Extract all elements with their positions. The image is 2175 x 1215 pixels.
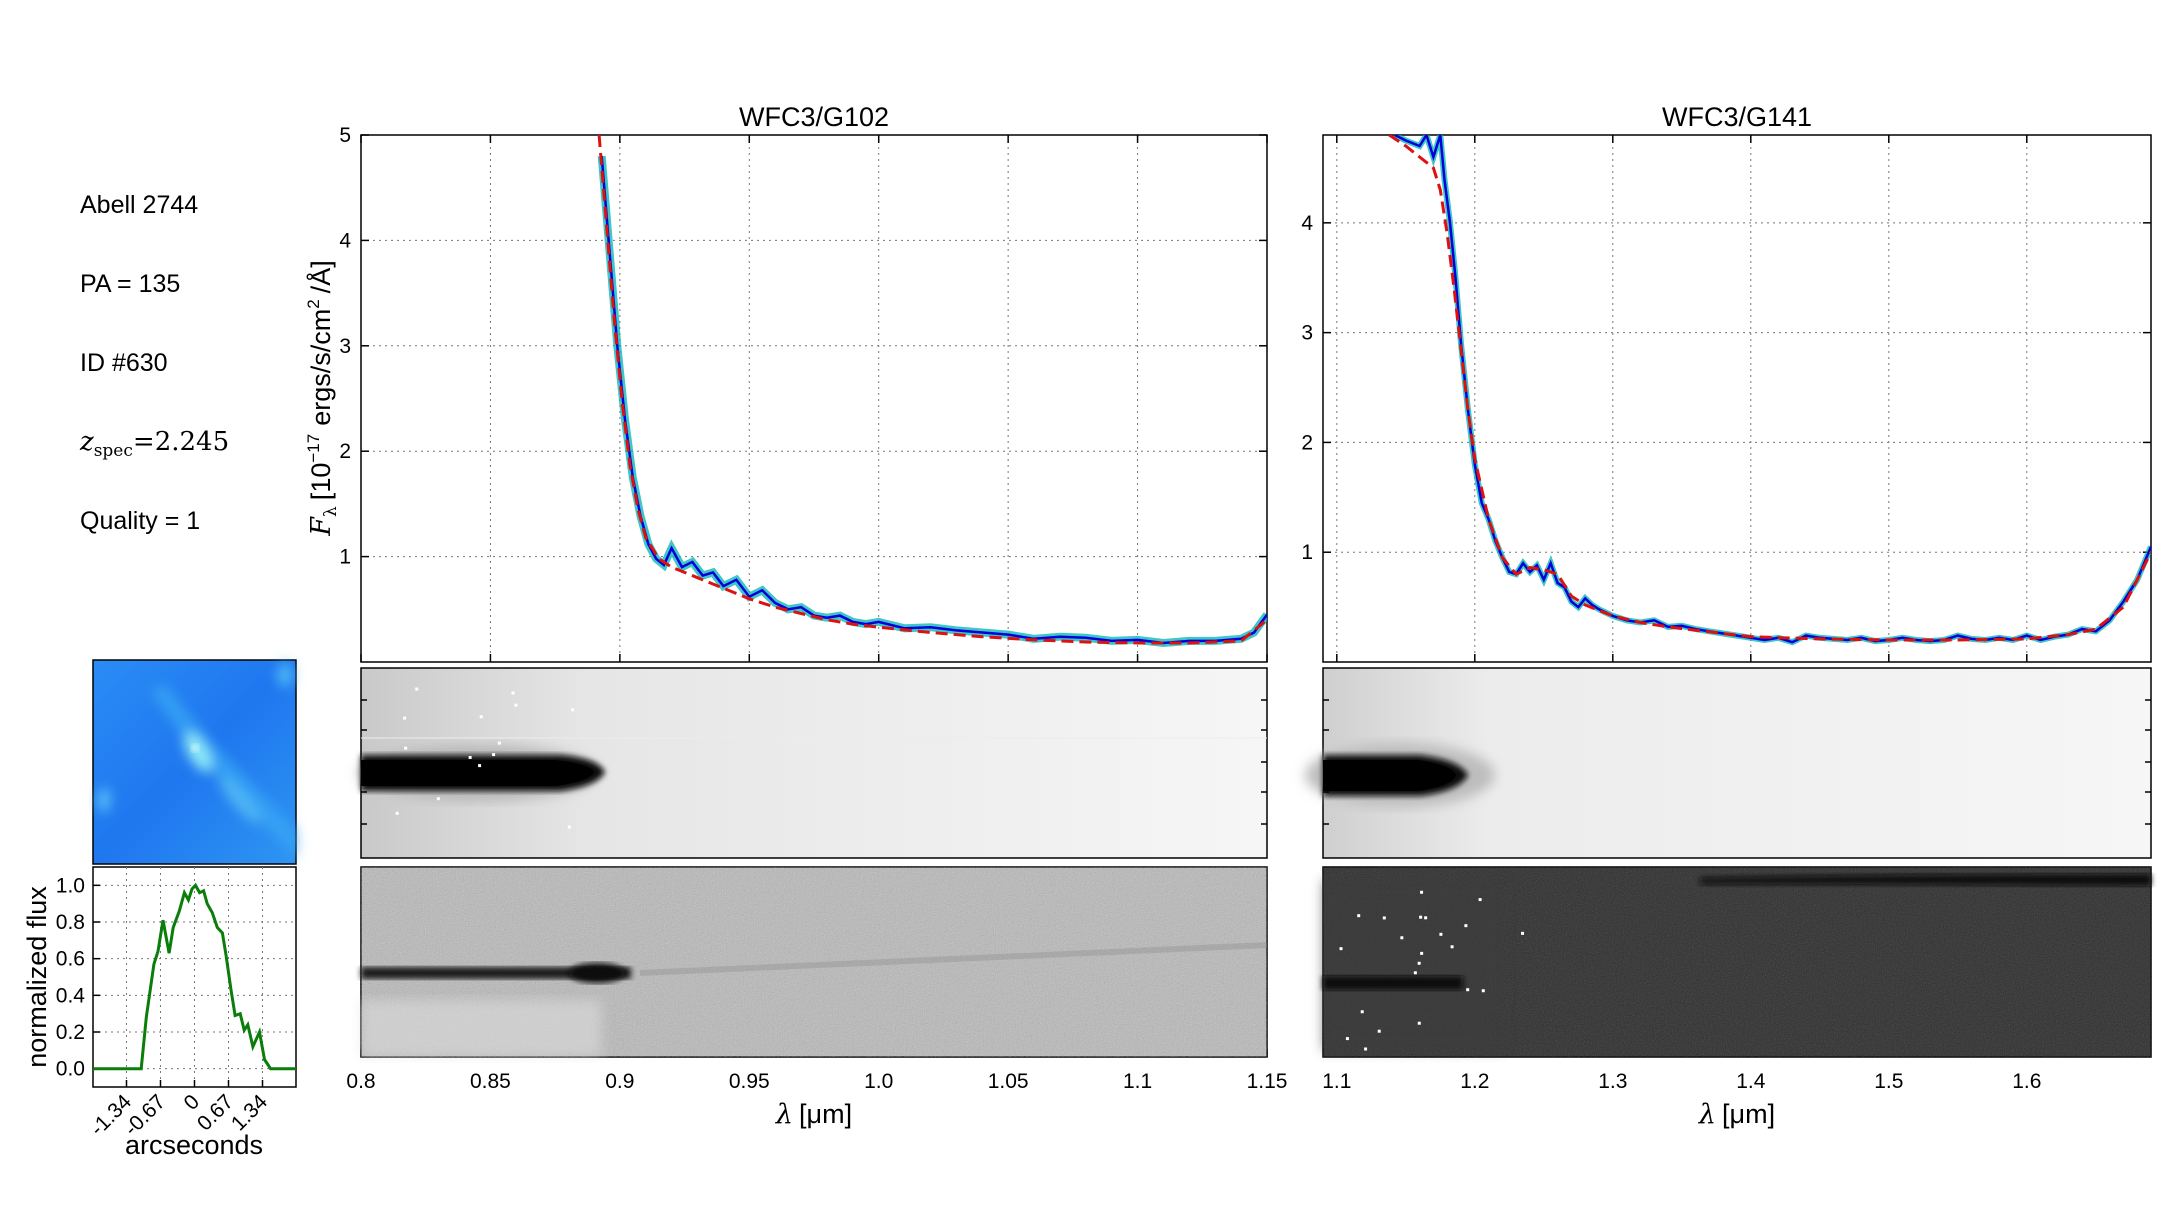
profile-ytick-label: 0.0 (56, 1058, 85, 1081)
hot-pixel (468, 755, 472, 759)
g141-title: WFC3/G141 (1662, 102, 1812, 132)
profile-ytick-label: 0.4 (56, 984, 86, 1007)
g102-2d-ticks (361, 699, 1267, 825)
hot-pixel (1413, 971, 1417, 975)
g141-2d-spectrum (1305, 667, 2152, 859)
g102-spectrum-panel: WFC3/G102 1 2 3 4 5 Fλ[10−17ergs/s/cm2/Å] (304, 102, 1268, 1057)
hot-pixel (497, 741, 501, 745)
hot-pixel (1417, 1021, 1421, 1025)
g102-ticks: 1 2 3 4 5 (339, 124, 1268, 1057)
g102-xtick-label: 1.0 (864, 1070, 893, 1093)
object-id: ID #630 (80, 349, 168, 377)
hot-pixels (395, 687, 1525, 1051)
quality-flag: Quality = 1 (80, 507, 200, 535)
g102-xtick-label: 1.05 (988, 1070, 1029, 1093)
g141-spectrum-panel: WFC3/G141 1 2 3 4 (1301, 102, 2152, 1057)
g141-xtick-labels: 1.1 1.2 1.3 1.4 1.5 1.6 (1322, 1070, 2041, 1093)
g141-xtick-label: 1.2 (1460, 1070, 1489, 1093)
hot-pixel (567, 825, 571, 829)
spec-redshift: zspec=2.245 (79, 427, 229, 461)
g102-ytick-label: 1 (339, 546, 351, 569)
g102-xtick-label: 0.85 (470, 1070, 511, 1093)
g102-xtick-label: 0.95 (729, 1070, 770, 1093)
g102-xlabel: λ [μm] (775, 1099, 852, 1130)
g102-ytick-label: 5 (339, 124, 351, 147)
g141-xtick-label: 1.5 (1874, 1070, 1903, 1093)
hot-pixel (1357, 914, 1361, 918)
hot-pixel (1382, 916, 1386, 920)
hot-pixel (492, 753, 496, 757)
hot-pixel (403, 716, 407, 720)
profile-curve (93, 882, 296, 1071)
g141-grid (1323, 135, 2151, 662)
hot-pixel (514, 703, 518, 707)
hot-pixel (1481, 989, 1485, 993)
g141-xtick-label: 1.1 (1322, 1070, 1351, 1093)
g102-xtick-label: 0.8 (346, 1070, 375, 1093)
hot-pixel (395, 811, 399, 815)
hot-pixel (1420, 951, 1424, 955)
profile-xtick-label: 1.34 (227, 1090, 272, 1135)
hot-pixel (571, 708, 575, 712)
g102-xtick-label: 0.9 (605, 1070, 634, 1093)
profile-ylabel: normalized flux (22, 886, 52, 1068)
profile-ytick-label: 0.6 (56, 948, 85, 971)
hot-pixel (1464, 924, 1468, 928)
g141-ytick-label: 2 (1301, 431, 1313, 454)
hot-pixel (1439, 932, 1443, 936)
hot-pixel (1417, 961, 1421, 965)
hot-pixel (478, 764, 482, 768)
profile-ytick-label: 0.2 (56, 1021, 85, 1044)
g102-2d-spectrum (358, 667, 1268, 859)
g141-ytick-label: 4 (1301, 212, 1313, 235)
profile-xlabel: arcseconds (125, 1130, 263, 1160)
profile-ytick-label: 0.8 (56, 911, 85, 934)
object-thumbnail (92, 659, 297, 865)
g102-grid (361, 135, 1267, 662)
g102-ylabel: Fλ[10−17ergs/s/cm2/Å] (304, 260, 341, 536)
g102-xtick-label: 1.1 (1123, 1070, 1152, 1093)
hot-pixel (1360, 1010, 1364, 1014)
hot-pixel (1400, 936, 1404, 940)
hot-pixel (479, 715, 483, 719)
field-name: Abell 2744 (80, 191, 198, 219)
g141-residual-image (1322, 866, 2152, 1058)
g102-title: WFC3/G102 (739, 102, 889, 132)
hot-pixel (1466, 988, 1470, 992)
hot-pixel (1521, 931, 1525, 935)
profile-ytick-label: 1.0 (56, 874, 85, 897)
hot-pixel (1345, 1037, 1349, 1041)
position-angle: PA = 135 (80, 270, 180, 298)
g102-xtick-labels: 0.8 0.85 0.9 0.95 1.0 1.05 1.1 1.15 (346, 1070, 1287, 1093)
hot-pixel (1339, 947, 1343, 951)
hot-pixel (1419, 915, 1423, 919)
g141-2d-ticks (1323, 699, 2151, 825)
hot-pixel (1450, 945, 1454, 949)
hot-pixel (1377, 1029, 1381, 1033)
hot-pixel (436, 797, 440, 801)
g102-residual-image (360, 866, 1268, 1058)
hot-pixel (1364, 1047, 1368, 1051)
hot-pixel (1424, 916, 1428, 920)
hot-pixel (1420, 890, 1424, 894)
object-info: Abell 2744 PA = 135 ID #630 zspec=2.245 … (79, 191, 229, 535)
hot-pixel (1478, 898, 1482, 902)
g141-ytick-label: 3 (1301, 322, 1313, 345)
g141-xlabel: λ [μm] (1698, 1099, 1775, 1130)
hot-pixel (404, 746, 408, 750)
hot-pixel (511, 691, 515, 695)
profile-xtick-label: 0.67 (193, 1090, 238, 1135)
hot-pixel (415, 687, 419, 691)
g102-xtick-label: 1.15 (1247, 1070, 1288, 1093)
g102-ytick-label: 2 (339, 440, 351, 463)
g141-xtick-label: 1.3 (1598, 1070, 1627, 1093)
g102-model-spectrum (597, 135, 1267, 645)
spatial-profile-panel: -1.34-0.67 00.671.340.00.20.40.60.81.0 no… (22, 866, 297, 1160)
g102-ytick-label: 4 (339, 229, 351, 252)
g141-ytick-label: 1 (1301, 541, 1313, 564)
g141-xtick-label: 1.6 (2012, 1070, 2041, 1093)
g141-model-spectrum (1388, 135, 2151, 642)
g102-ytick-label: 3 (339, 335, 351, 358)
g141-xtick-label: 1.4 (1736, 1070, 1766, 1093)
